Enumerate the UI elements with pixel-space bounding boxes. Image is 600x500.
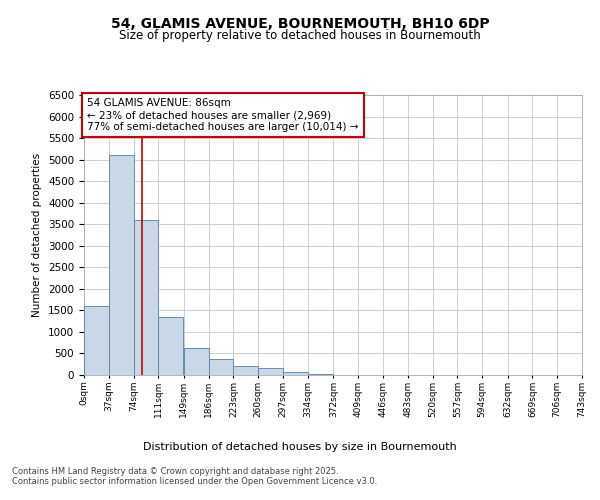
Bar: [258, 368, 283, 375]
Bar: [283, 372, 308, 375]
Bar: [109, 156, 134, 375]
Text: Size of property relative to detached houses in Bournemouth: Size of property relative to detached ho…: [119, 28, 481, 42]
Bar: [134, 220, 158, 375]
Bar: [84, 306, 109, 375]
Bar: [233, 366, 258, 375]
Bar: [209, 358, 233, 375]
Bar: [308, 374, 332, 375]
Text: Distribution of detached houses by size in Bournemouth: Distribution of detached houses by size …: [143, 442, 457, 452]
Text: 54, GLAMIS AVENUE, BOURNEMOUTH, BH10 6DP: 54, GLAMIS AVENUE, BOURNEMOUTH, BH10 6DP: [110, 18, 490, 32]
Text: Contains public sector information licensed under the Open Government Licence v3: Contains public sector information licen…: [12, 478, 377, 486]
Text: 54 GLAMIS AVENUE: 86sqm
← 23% of detached houses are smaller (2,969)
77% of semi: 54 GLAMIS AVENUE: 86sqm ← 23% of detache…: [88, 98, 359, 132]
Y-axis label: Number of detached properties: Number of detached properties: [32, 153, 43, 317]
Bar: [184, 348, 209, 375]
Text: Contains HM Land Registry data © Crown copyright and database right 2025.: Contains HM Land Registry data © Crown c…: [12, 468, 338, 476]
Bar: [158, 317, 183, 375]
